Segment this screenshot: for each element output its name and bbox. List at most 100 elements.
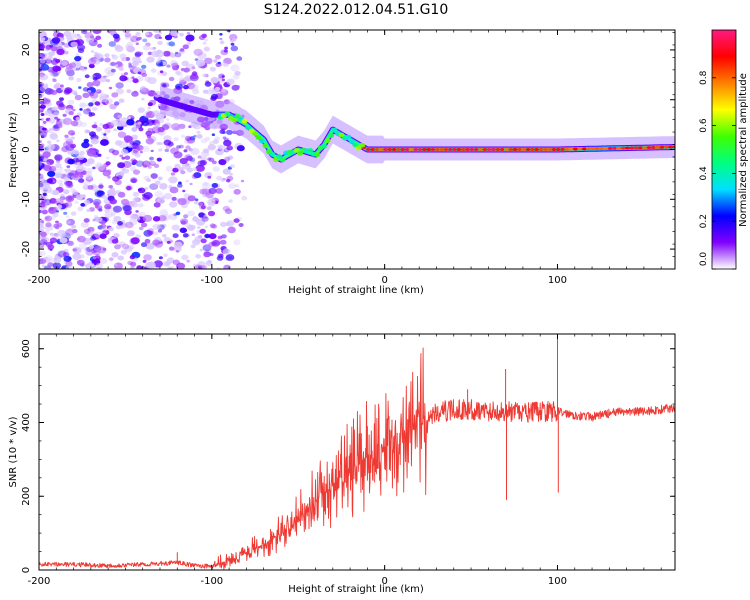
spectrogram-cell xyxy=(172,167,179,173)
spectrogram-cell xyxy=(87,185,94,190)
spectrogram-cell xyxy=(87,90,92,93)
spectrogram-cell xyxy=(62,141,72,149)
spectrogram-y-tick-label: -20 xyxy=(21,241,32,257)
spectrogram-cell xyxy=(123,135,133,143)
spectrogram-cell xyxy=(223,49,228,53)
spectrogram-cell xyxy=(122,168,130,174)
spectrogram-cell xyxy=(121,156,125,160)
spectrogram-cell xyxy=(168,76,175,82)
spectrogram-cell xyxy=(180,220,187,225)
spectrogram-cell xyxy=(138,51,143,56)
snr-x-tick-label: -100 xyxy=(200,576,223,587)
spectrogram-cell xyxy=(196,134,203,139)
spectrogram-cell xyxy=(204,57,213,65)
spectrogram-cell xyxy=(52,77,56,81)
spectrogram-ridge-blob xyxy=(331,127,338,133)
spectrogram-cell xyxy=(145,32,150,36)
spectrogram-ridge-blob xyxy=(348,139,355,145)
snr-y-tick-label: 400 xyxy=(21,413,32,432)
spectrogram-cell xyxy=(200,265,208,269)
spectrogram-cell xyxy=(177,183,183,188)
spectrogram-ridge-peak xyxy=(469,148,475,151)
spectrogram-ridge-blob xyxy=(224,111,231,117)
spectrogram-ridge-peak xyxy=(525,148,531,151)
spectrogram-cell xyxy=(198,212,205,218)
spectrogram-cell xyxy=(150,160,156,165)
spectrogram-cell xyxy=(131,127,137,132)
spectrogram-cell xyxy=(157,40,163,46)
spectrogram-cell xyxy=(207,210,216,217)
spectrogram-cell xyxy=(97,153,102,157)
spectrogram-ridge-peak xyxy=(365,148,371,151)
spectrogram-cell xyxy=(219,239,227,245)
spectrogram-cell xyxy=(208,187,217,195)
spectrogram-cell xyxy=(39,35,46,43)
spectrogram-cell xyxy=(92,244,99,250)
spectrogram-cell xyxy=(172,233,179,239)
spectrogram-cell xyxy=(141,64,147,69)
spectrogram-cell xyxy=(135,42,139,45)
spectrogram-cell xyxy=(150,68,157,73)
spectrogram-cell xyxy=(49,44,54,48)
spectrogram-ridge-peak xyxy=(646,146,652,150)
spectrogram-cell xyxy=(229,172,233,176)
spectrogram-cell xyxy=(50,89,58,95)
spectrogram-cell xyxy=(152,216,161,222)
spectrogram-cell xyxy=(173,241,183,249)
spectrogram-ridge-peak xyxy=(478,148,484,151)
spectrogram-cell xyxy=(192,263,199,269)
spectrogram-cell xyxy=(54,116,59,120)
spectrogram-ridge-peak xyxy=(586,147,592,151)
spectrogram-cell xyxy=(142,38,148,43)
spectrogram-cell xyxy=(184,135,192,141)
spectrogram-cell xyxy=(171,62,179,69)
spectrogram-cell xyxy=(124,155,131,160)
spectrogram-cell xyxy=(39,244,45,249)
spectrogram-cell xyxy=(98,184,104,189)
spectrogram-cell xyxy=(152,223,161,231)
spectrogram-ridge-blob xyxy=(307,148,314,153)
spectrogram-cell xyxy=(153,231,159,236)
spectrogram-cell xyxy=(109,198,117,205)
spectrogram-cell xyxy=(78,243,87,250)
spectrogram-cell xyxy=(59,119,65,124)
spectrogram-ridge-peak xyxy=(573,147,579,151)
spectrogram-cell xyxy=(134,52,141,58)
spectrogram-cell xyxy=(85,171,92,177)
spectrogram-cell xyxy=(42,195,46,199)
spectrogram-cell xyxy=(72,253,82,260)
spectrogram-cell xyxy=(189,74,199,82)
spectrogram-cell xyxy=(72,248,77,252)
spectrogram-ridge-peak xyxy=(408,148,414,151)
spectrogram-cell xyxy=(39,251,43,257)
spectrogram-cell xyxy=(234,184,240,188)
spectrogram-cell xyxy=(104,203,112,210)
spectrogram-cell xyxy=(138,127,144,132)
spectrogram-cell xyxy=(124,32,132,38)
spectrogram-ridge-peak xyxy=(663,145,670,149)
spectrogram-cell xyxy=(52,78,57,83)
spectrogram-cell xyxy=(61,193,65,197)
spectrogram-cell xyxy=(68,111,74,116)
spectrogram-cell xyxy=(79,108,83,111)
spectrogram-cell xyxy=(89,207,95,212)
spectrogram-ridge-peak xyxy=(417,148,423,151)
spectrogram-cell xyxy=(78,86,82,89)
spectrogram-cell xyxy=(88,58,97,65)
spectrogram-ridge-blob xyxy=(252,131,258,137)
spectrogram-cell xyxy=(137,107,145,113)
spectrogram-cell xyxy=(124,245,133,253)
spectrogram-cell xyxy=(178,181,182,185)
spectrogram-cell xyxy=(186,42,191,46)
spectrogram-ridge-peak xyxy=(382,148,389,151)
spectrogram-cell xyxy=(86,149,97,157)
spectrogram-cell xyxy=(105,156,110,160)
spectrogram-cell xyxy=(223,62,229,68)
spectrogram-cell xyxy=(72,108,76,112)
spectrogram-cell xyxy=(39,145,44,149)
spectrogram-cell xyxy=(67,158,75,165)
spectrogram-cell xyxy=(222,205,230,212)
spectrogram-cell xyxy=(130,35,139,43)
spectrogram-cell xyxy=(182,189,186,193)
spectrogram-cell xyxy=(233,218,240,223)
